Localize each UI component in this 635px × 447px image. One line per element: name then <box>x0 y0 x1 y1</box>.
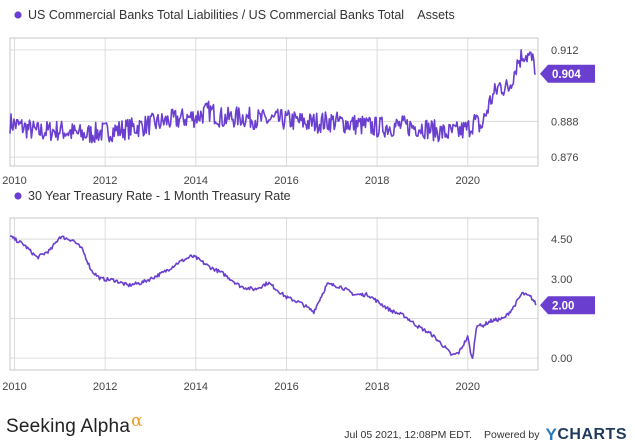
x-tick-label: 2016 <box>274 175 298 187</box>
chart-panel-2: 30 Year Treasury Rate - 1 Month Treasury… <box>2 189 595 393</box>
last-value-tag <box>540 64 595 83</box>
y-tick-label: 0.00 <box>551 353 572 365</box>
x-tick-label: 2012 <box>93 381 117 393</box>
seeking-alpha-logo-text: Seeking Alpha <box>6 416 131 437</box>
last-value-tag <box>540 296 595 315</box>
x-tick-label: 2020 <box>456 175 480 187</box>
x-tick-label: 2014 <box>184 175 208 187</box>
timestamp: Jul 05 2021, 12:08PM EDT. <box>344 429 473 441</box>
footer-credits: Jul 05 2021, 12:08PM EDT. Powered by Y CH… <box>344 425 627 445</box>
x-tick-label: 2018 <box>365 175 389 187</box>
x-tick-label: 2010 <box>2 175 26 187</box>
y-tick-label: 4.50 <box>551 234 572 246</box>
x-tick-label: 2018 <box>365 381 389 393</box>
chart-panel-1: US Commercial Banks Total Liabilities / … <box>2 8 595 187</box>
last-value-label: 0.904 <box>552 69 581 81</box>
ycharts-wordmark: CHARTS <box>557 426 627 443</box>
series-line <box>9 49 536 144</box>
plot-frame <box>9 37 539 167</box>
ycharts-y-icon: Y <box>545 425 558 444</box>
y-tick-label: 0.912 <box>551 45 579 57</box>
x-tick-label: 2012 <box>93 175 117 187</box>
seeking-alpha-logo: Seeking Alphaα <box>6 411 143 438</box>
legend-label: US Commercial Banks Total Liabilities / … <box>28 8 455 22</box>
legend-marker <box>14 192 22 200</box>
last-value-label: 2.00 <box>552 301 574 313</box>
charts-canvas: US Commercial Banks Total Liabilities / … <box>2 8 595 393</box>
legend-label: 30 Year Treasury Rate - 1 Month Treasury… <box>28 189 291 203</box>
series-line <box>9 235 537 359</box>
alpha-icon: α <box>131 411 143 431</box>
ycharts-logo[interactable]: Y CHARTS <box>545 425 627 445</box>
x-tick-label: 2016 <box>274 381 298 393</box>
footer: Seeking Alphaα Jul 05 2021, 12:08PM EDT.… <box>0 411 635 447</box>
plot-frame <box>9 217 539 371</box>
legend-marker <box>14 11 22 19</box>
y-tick-label: 0.888 <box>551 116 579 128</box>
x-tick-label: 2020 <box>456 381 480 393</box>
powered-by-text: Powered by <box>484 429 540 441</box>
y-tick-label: 0.876 <box>551 152 579 164</box>
x-tick-label: 2010 <box>2 381 26 393</box>
x-tick-label: 2014 <box>184 381 208 393</box>
y-tick-label: 3.00 <box>551 274 572 286</box>
